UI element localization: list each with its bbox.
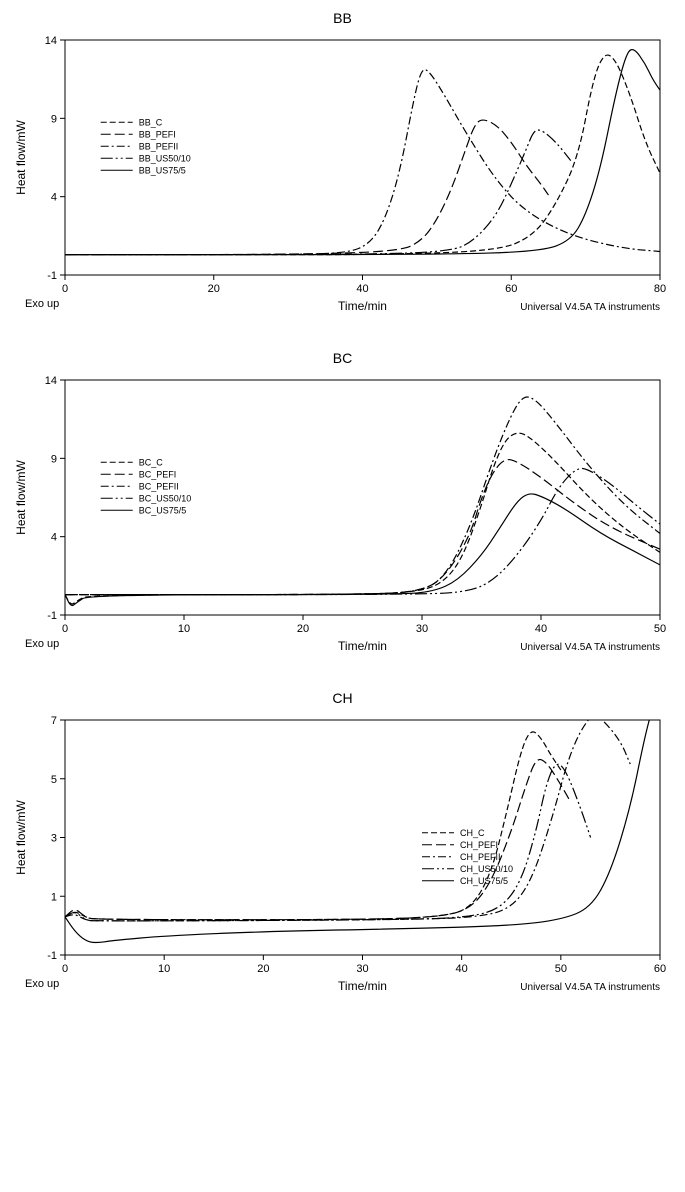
y-tick-label: 9	[51, 113, 57, 125]
y-tick-label: 4	[51, 532, 57, 544]
legend-label: BB_C	[139, 117, 163, 127]
chart-ch: CH 0 10 20 30 40 50 60 -1 1 3 5 7 Heat flow/mW Time/mi…	[10, 690, 675, 1010]
y-tick-label: 7	[51, 715, 57, 727]
legend-label: CH_C	[460, 828, 485, 838]
y-tick-label: 14	[45, 35, 57, 47]
x-axis-label: Time/min	[338, 639, 387, 653]
x-tick-label: 80	[654, 283, 666, 295]
x-tick-label: 20	[257, 963, 269, 975]
chart-title: BB	[10, 10, 675, 26]
x-tick-label: 10	[178, 623, 190, 635]
x-tick-label: 60	[505, 283, 517, 295]
series-BB_US75/5	[65, 50, 660, 255]
legend-label: BC_US75/5	[139, 505, 187, 515]
x-tick-label: 60	[654, 963, 666, 975]
x-tick-label: 30	[416, 623, 428, 635]
y-tick-label: 14	[45, 375, 57, 387]
legend-label: CH_PEFII	[460, 852, 501, 862]
y-axis-label: Heat flow/mW	[14, 799, 28, 874]
y-tick-label: 9	[51, 453, 57, 465]
y-tick-label: 3	[51, 833, 57, 845]
series-CH_C	[65, 732, 561, 920]
y-tick-label: -1	[47, 950, 57, 962]
y-tick-label: 4	[51, 192, 57, 204]
legend-label: BB_US50/10	[139, 153, 191, 163]
x-tick-label: 20	[208, 283, 220, 295]
legend-label: CH_US75/5	[460, 876, 508, 886]
legend-label: CH_US50/10	[460, 864, 513, 874]
y-tick-label: 1	[51, 891, 57, 903]
y-tick-label: 5	[51, 774, 57, 786]
legend-label: BC_US50/10	[139, 493, 192, 503]
x-tick-label: 40	[356, 283, 368, 295]
legend-label: BB_PEFI	[139, 129, 176, 139]
x-tick-label: 30	[356, 963, 368, 975]
footer-text: Universal V4.5A TA instruments	[520, 982, 660, 993]
chart-svg: 0 10 20 30 40 50 60 -1 1 3 5 7 Heat flow/mW Time/min E…	[10, 710, 675, 1010]
legend-label: BC_PEFI	[139, 469, 177, 479]
series-BB_PEFI	[65, 120, 548, 255]
footer-text: Universal V4.5A TA instruments	[520, 302, 660, 313]
series-BC_PEFI	[65, 460, 660, 595]
x-tick-label: 20	[297, 623, 309, 635]
y-tick-label: -1	[47, 610, 57, 622]
chart-title: BC	[10, 350, 675, 366]
legend-label: BC_C	[139, 457, 164, 467]
x-axis-label: Time/min	[338, 299, 387, 313]
legend-label: BB_US75/5	[139, 165, 186, 175]
x-tick-label: 0	[62, 963, 68, 975]
x-tick-label: 50	[555, 963, 567, 975]
x-tick-label: 10	[158, 963, 170, 975]
legend-label: BB_PEFII	[139, 141, 179, 151]
chart-bc: BC 0 10 20 30 40 50 -1 4 9 14 Heat flow/mW Time/min E…	[10, 350, 675, 670]
exo-label: Exo up	[25, 978, 59, 990]
chart-svg: 0 10 20 30 40 50 -1 4 9 14 Heat flow/mW Time/min Exo…	[10, 370, 675, 670]
x-tick-label: 0	[62, 623, 68, 635]
chart-title: CH	[10, 690, 675, 706]
footer-text: Universal V4.5A TA instruments	[520, 642, 660, 653]
legend-label: BC_PEFII	[139, 481, 179, 491]
y-axis-label: Heat flow/mW	[14, 119, 28, 194]
x-tick-label: 40	[535, 623, 547, 635]
exo-label: Exo up	[25, 638, 59, 650]
legend-label: CH_PEFI	[460, 840, 498, 850]
y-axis-label: Heat flow/mW	[14, 459, 28, 534]
exo-label: Exo up	[25, 298, 59, 310]
y-tick-label: -1	[47, 270, 57, 282]
x-tick-label: 40	[456, 963, 468, 975]
chart-bb: BB 0 20 40 60 80 -1 4 9 14 Heat flow/mW Time/min Exo…	[10, 10, 675, 330]
x-tick-label: 50	[654, 623, 666, 635]
x-tick-label: 0	[62, 283, 68, 295]
chart-svg: 0 20 40 60 80 -1 4 9 14 Heat flow/mW Time/min Exo u…	[10, 30, 675, 330]
series-CH_US75/5	[65, 710, 675, 943]
x-axis-label: Time/min	[338, 979, 387, 993]
